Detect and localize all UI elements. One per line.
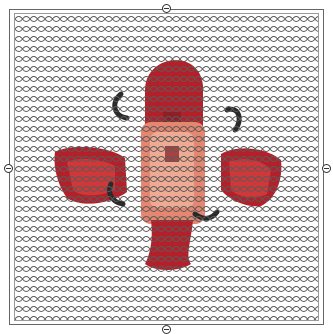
bottom-resize-handle[interactable]	[162, 325, 171, 334]
artwork-svg	[15, 14, 318, 320]
artwork-canvas[interactable]	[14, 13, 319, 321]
mesh-overlay	[15, 14, 318, 320]
top-resize-handle[interactable]	[162, 4, 171, 13]
right-resize-handle[interactable]	[322, 164, 331, 173]
left-resize-handle[interactable]	[4, 164, 13, 173]
